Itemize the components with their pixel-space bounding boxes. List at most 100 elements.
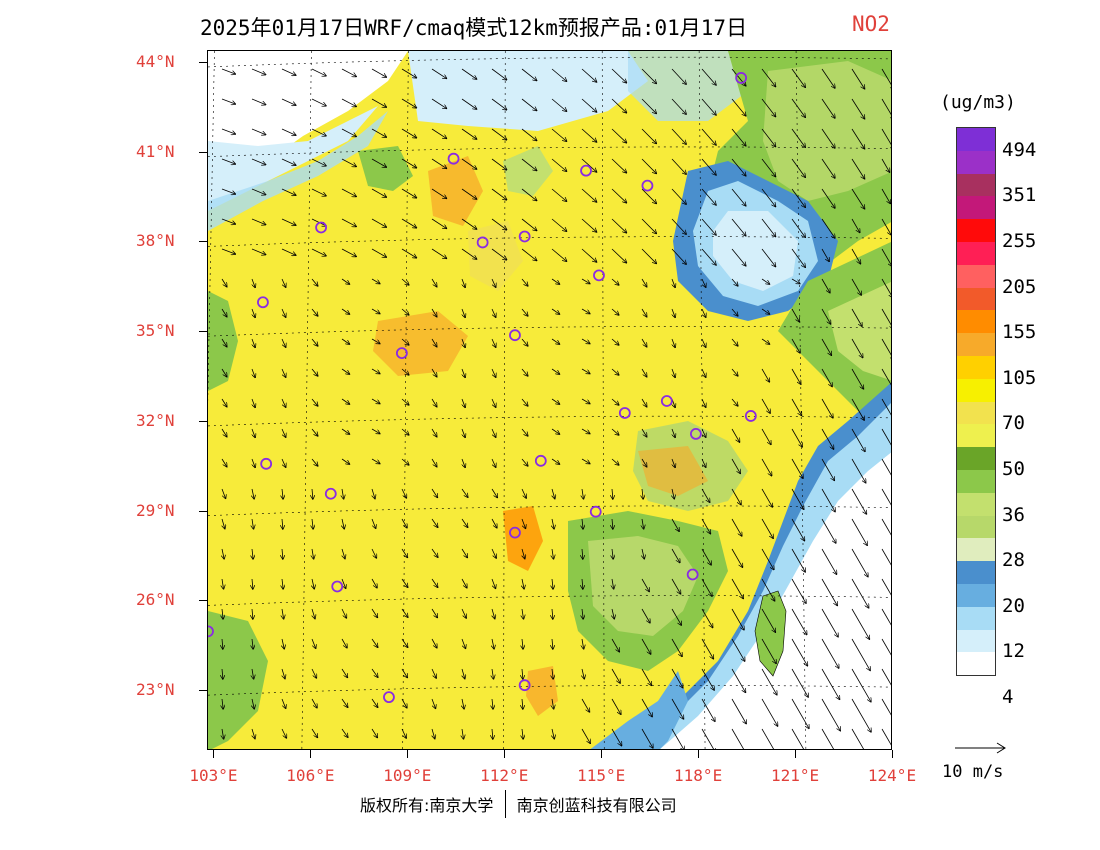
station-marker[interactable] (593, 269, 605, 282)
wind-arrow (731, 578, 743, 598)
station-marker[interactable] (476, 236, 489, 249)
wind-arrow (851, 338, 863, 358)
wind-arrow (761, 548, 774, 570)
wind-arrow (461, 608, 466, 618)
wind-arrow (222, 578, 224, 589)
wind-arrow (761, 608, 775, 632)
station-marker[interactable] (509, 526, 521, 539)
wind-arrow (791, 698, 809, 728)
wind-arrow (581, 308, 590, 314)
wind-arrow (341, 398, 349, 404)
wind-scale-label: 10 m/s (942, 762, 1004, 782)
lat-label: 23°N (136, 680, 175, 700)
wind-arrow (401, 158, 416, 168)
station-marker[interactable] (331, 580, 344, 593)
wind-arrow (521, 338, 528, 346)
wind-arrow (521, 128, 537, 141)
wind-arrow (521, 68, 537, 81)
station-marker[interactable] (518, 230, 531, 243)
wind-arrow (851, 518, 867, 545)
station-marker[interactable] (660, 395, 673, 407)
station-marker[interactable] (641, 179, 654, 192)
station-marker[interactable] (260, 457, 273, 470)
wind-arrow (881, 128, 891, 150)
wind-arrow (521, 278, 528, 286)
wind-arrow (462, 458, 465, 467)
high-no2-xian (373, 311, 468, 376)
wind-arrow (761, 248, 775, 266)
station-marker[interactable] (315, 221, 327, 234)
wind-arrow (821, 728, 835, 749)
wind-arrow (552, 548, 553, 559)
wind-arrow (551, 338, 559, 344)
station-marker[interactable] (580, 164, 592, 177)
wind-arrow (642, 488, 643, 499)
wind-arrow (311, 278, 318, 286)
station-marker[interactable] (257, 296, 269, 309)
lat-tick (199, 61, 207, 63)
wind-arrow (672, 368, 675, 377)
wind-arrow (761, 308, 769, 314)
light-blue-band-north (208, 106, 378, 211)
legend-swatch (957, 561, 995, 584)
wind-arrow (371, 428, 380, 434)
wind-arrow (431, 698, 436, 708)
wind-arrow (671, 578, 681, 594)
wind-arrow (791, 278, 800, 284)
forecast-map[interactable] (207, 50, 892, 750)
wind-arrow (311, 248, 326, 256)
wind-arrow (221, 308, 227, 317)
wind-arrow (611, 308, 619, 315)
copyright-footer: 版权所有:南京大学 南京创蓝科技有限公司 (360, 790, 677, 820)
wind-arrow (461, 218, 477, 229)
wind-arrow (462, 428, 465, 437)
station-marker[interactable] (509, 329, 521, 342)
wind-arrow (522, 548, 525, 559)
station-marker[interactable] (618, 407, 631, 419)
station-marker[interactable] (690, 428, 702, 440)
station-marker[interactable] (686, 568, 699, 581)
wind-arrow (671, 248, 686, 264)
station-marker[interactable] (744, 410, 757, 422)
station-marker[interactable] (518, 679, 531, 692)
wind-arrow (281, 248, 296, 255)
wind-arrow (672, 488, 674, 499)
wind-arrow (731, 728, 745, 749)
wind-arrow (641, 668, 651, 685)
wind-arrow (552, 578, 553, 589)
wind-arrow (761, 458, 772, 476)
wind-arrow (671, 728, 684, 749)
wind-arrow (611, 248, 626, 263)
station-marker[interactable] (383, 691, 395, 704)
legend-swatch (957, 606, 995, 630)
station-marker[interactable] (589, 505, 602, 518)
wind-arrow (581, 188, 596, 202)
wind-arrow (581, 698, 589, 712)
wind-arrow (282, 548, 283, 559)
longitude-gridline (503, 51, 506, 749)
legend-swatch (957, 287, 995, 311)
station-marker[interactable] (735, 72, 748, 84)
wind-arrow (521, 368, 528, 376)
wind-arrow (551, 158, 567, 171)
wind-arrow (311, 308, 318, 316)
wind-arrow (371, 638, 378, 647)
wind-arrow (641, 578, 649, 591)
wind-arrow (401, 398, 409, 405)
station-marker[interactable] (534, 454, 547, 467)
wind-arrow (521, 518, 526, 528)
wind-arrow (311, 668, 316, 678)
legend-swatch (957, 241, 995, 265)
wind-arrow (581, 218, 596, 232)
mid-no2-shanxi (468, 221, 523, 291)
wind-arrow (401, 548, 407, 557)
wind-arrow (461, 188, 477, 199)
station-marker[interactable] (447, 152, 460, 165)
wind-arrow (791, 578, 806, 603)
wind-arrow (791, 158, 805, 177)
station-marker[interactable] (395, 347, 408, 360)
wind-arrow (431, 278, 437, 287)
station-marker[interactable] (208, 625, 214, 638)
wind-arrow (701, 668, 714, 690)
station-marker[interactable] (324, 487, 337, 500)
